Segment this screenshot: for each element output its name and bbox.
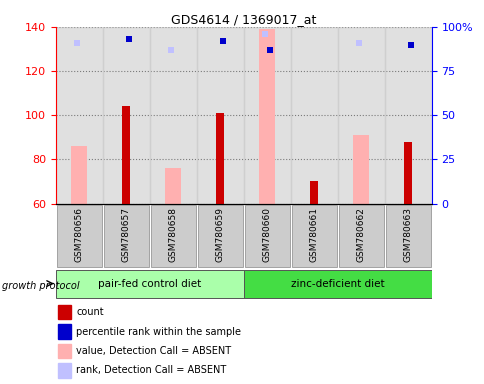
Bar [337,27,384,204]
Bar [352,135,369,204]
Title: GDS4614 / 1369017_at: GDS4614 / 1369017_at [171,13,316,26]
Bar [197,27,243,204]
Text: GSM780661: GSM780661 [309,207,318,262]
Bar [58,344,71,358]
FancyBboxPatch shape [338,205,383,268]
FancyBboxPatch shape [291,205,336,268]
Bar [243,27,290,204]
FancyBboxPatch shape [57,205,102,268]
FancyBboxPatch shape [243,270,431,298]
Text: value, Detection Call = ABSENT: value, Detection Call = ABSENT [76,346,231,356]
Bar [122,106,130,204]
FancyBboxPatch shape [56,270,243,298]
Bar [58,363,71,377]
FancyBboxPatch shape [197,205,242,268]
Bar [384,27,431,204]
Text: count: count [76,307,104,317]
Bar [56,27,103,204]
Bar [165,168,181,204]
Bar [403,142,411,204]
Bar [309,182,318,204]
Text: growth protocol: growth protocol [2,281,80,291]
Bar [58,324,71,339]
Bar [58,305,71,319]
Text: GSM780662: GSM780662 [356,207,365,262]
Text: GSM780657: GSM780657 [121,207,131,262]
Bar [71,146,87,204]
Text: GSM780659: GSM780659 [215,207,224,262]
Bar [150,27,197,204]
Text: GSM780658: GSM780658 [168,207,177,262]
Text: GSM780656: GSM780656 [75,207,84,262]
FancyBboxPatch shape [104,205,149,268]
Bar [258,29,275,204]
Text: zinc-deficient diet: zinc-deficient diet [290,278,384,288]
Text: rank, Detection Call = ABSENT: rank, Detection Call = ABSENT [76,365,226,375]
Bar [290,27,337,204]
Bar [103,27,150,204]
FancyBboxPatch shape [385,205,430,268]
Text: GSM780663: GSM780663 [403,207,412,262]
Text: pair-fed control diet: pair-fed control diet [98,278,201,288]
Bar [215,113,224,204]
Text: GSM780660: GSM780660 [262,207,271,262]
Text: percentile rank within the sample: percentile rank within the sample [76,326,241,337]
FancyBboxPatch shape [244,205,289,268]
FancyBboxPatch shape [151,205,196,268]
